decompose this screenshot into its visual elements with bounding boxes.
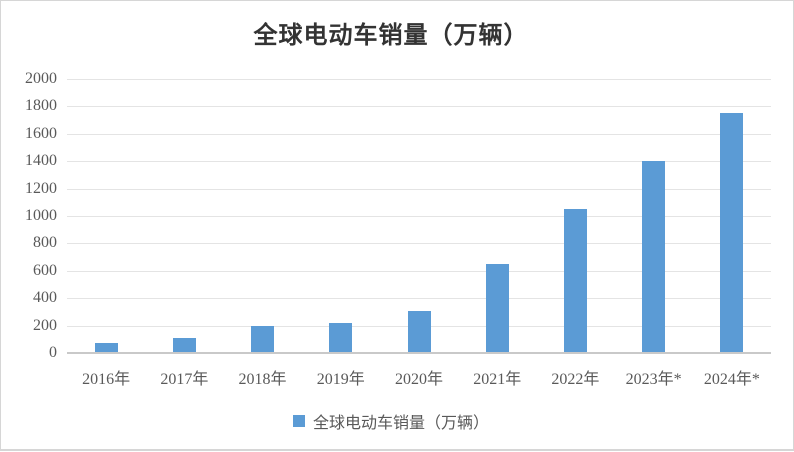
- bar: [720, 113, 744, 353]
- x-tick-label: 2022年: [551, 371, 600, 388]
- y-tick-label: 600: [33, 261, 57, 279]
- gridline: [67, 79, 771, 80]
- chart-title: 全球电动车销量（万辆）: [253, 23, 529, 49]
- gridline: [67, 270, 771, 272]
- x-tick-label: 2023年*: [625, 371, 682, 388]
- y-tick-label: 400: [33, 289, 57, 307]
- bar: [407, 310, 431, 353]
- x-tick-label: 2018年: [238, 371, 287, 388]
- gridline: [67, 133, 771, 135]
- y-tick-label: 800: [33, 234, 57, 252]
- bar: [642, 161, 666, 353]
- gridline: [67, 106, 771, 108]
- y-tick-label: 1400: [25, 152, 57, 170]
- gridline: [67, 188, 771, 190]
- y-tick-label: 0: [49, 344, 57, 361]
- legend-marker-icon: [292, 415, 305, 427]
- legend: 全球电动车销量（万辆）: [1, 409, 781, 433]
- x-tick-label: 2019年: [316, 371, 365, 388]
- gridline: [67, 298, 771, 300]
- y-tick-label: 2000: [25, 70, 57, 87]
- y-tick-label: 1800: [25, 97, 57, 115]
- y-tick-label: 1000: [25, 207, 57, 224]
- gridline: [67, 161, 771, 163]
- legend-label: 全球电动车销量（万辆）: [312, 415, 489, 432]
- x-tick-label: 2017年: [160, 371, 209, 388]
- x-tick-label: 2016年: [82, 371, 131, 388]
- y-tick-label: 1200: [25, 179, 57, 197]
- y-tick-label: 200: [33, 316, 57, 334]
- gridline: [67, 216, 771, 217]
- bar: [251, 325, 275, 353]
- x-axis-line: [67, 352, 771, 354]
- x-tick-label: 2020年: [394, 371, 443, 388]
- gridline: [67, 243, 771, 245]
- x-tick-label: 2024年*: [703, 371, 760, 388]
- bar: [172, 337, 196, 353]
- x-tick-label: 2021年: [473, 371, 522, 388]
- bar: [485, 263, 509, 353]
- plot-area: [67, 79, 771, 354]
- bar: [563, 209, 587, 353]
- bar: [94, 343, 118, 353]
- y-tick-label: 1600: [25, 124, 57, 142]
- bar: [329, 322, 353, 353]
